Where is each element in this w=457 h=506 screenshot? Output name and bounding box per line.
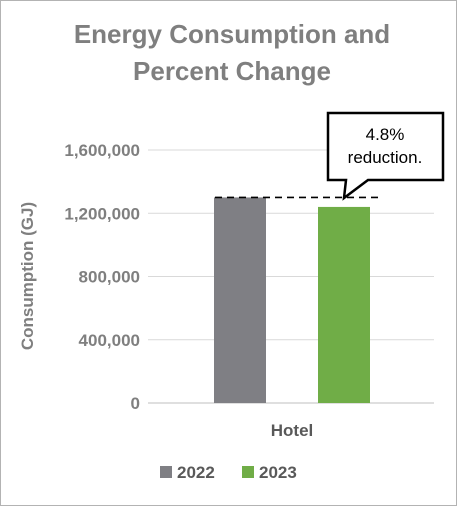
y-axis-label: Consumption (GJ): [18, 202, 37, 350]
chart-title-line-2: Percent Change: [133, 56, 331, 86]
y-tick-label: 0: [131, 394, 140, 413]
legend-swatch-2023: [242, 466, 254, 478]
chart-title-line-1: Energy Consumption and: [74, 19, 390, 49]
y-tick-label: 1,200,000: [64, 204, 140, 223]
x-category-hotel: Hotel: [271, 421, 314, 440]
callout-line-2: reduction.: [348, 148, 423, 167]
legend-label-2023: 2023: [259, 463, 297, 482]
legend-swatch-2022: [160, 466, 172, 478]
bar-2023: [318, 206, 370, 403]
y-tick-label: 1,600,000: [64, 141, 140, 160]
bars: [214, 197, 370, 403]
callout-bubble: [326, 111, 445, 201]
legend-label-2022: 2022: [177, 463, 215, 482]
bar-2022: [214, 197, 266, 403]
gridlines: [148, 149, 434, 404]
y-tick-label: 800,000: [79, 268, 140, 287]
y-tick-label: 400,000: [79, 331, 140, 350]
callout-line-1: 4.8%: [366, 125, 405, 144]
y-tick-labels: 0 400,000 800,000 1,200,000 1,600,000: [64, 141, 140, 413]
